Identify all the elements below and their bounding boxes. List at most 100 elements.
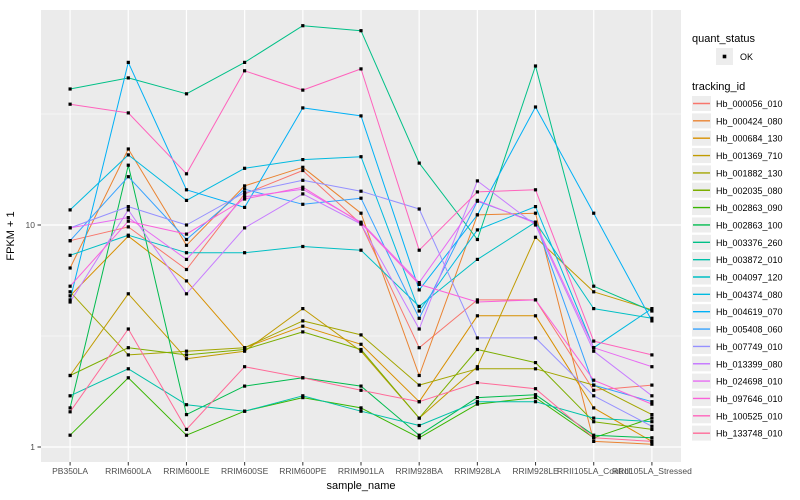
legend-label-Hb_005408_060: Hb_005408_060	[716, 325, 783, 335]
data-point-Hb_000424_080	[126, 147, 130, 151]
data-point-Hb_013399_080	[475, 179, 479, 183]
data-point-Hb_000424_080	[243, 184, 247, 188]
data-point-Hb_003872_010	[243, 409, 247, 413]
data-point-Hb_097646_010	[475, 300, 479, 304]
x-tick-label: RRII105LA_Control	[557, 466, 631, 476]
data-point-Hb_000424_080	[650, 442, 654, 446]
legend-label-ok: OK	[740, 52, 753, 62]
data-point-Hb_001882_130	[184, 349, 189, 353]
data-point-Hb_097646_010	[592, 378, 596, 382]
legend-label-Hb_003376_260: Hb_003376_260	[716, 238, 783, 248]
data-point-Hb_004097_120	[68, 253, 72, 257]
legend-label-Hb_004097_120: Hb_004097_120	[716, 273, 783, 283]
legend-label-Hb_133748_010: Hb_133748_010	[716, 429, 783, 439]
data-point-Hb_007749_010	[126, 205, 130, 209]
data-point-Hb_001369_710	[243, 349, 247, 353]
data-point-Hb_024698_010	[184, 257, 189, 261]
data-point-Hb_003872_010	[126, 367, 130, 371]
data-point-Hb_001882_130	[475, 367, 479, 371]
data-point-Hb_003376_260	[650, 309, 654, 313]
data-point-Hb_004619_070	[533, 105, 538, 109]
data-point-Hb_013399_080	[184, 292, 189, 296]
data-point-Hb_001369_710	[184, 357, 189, 361]
data-point-Hb_000056_010	[417, 346, 421, 350]
x-tick-label: RRIM928BA	[396, 466, 444, 476]
data-point-Hb_007749_010	[417, 207, 421, 211]
data-point-Hb_100525_010	[592, 339, 596, 343]
x-tick-label: RRIM928LE	[512, 466, 559, 476]
data-point-Hb_002863_090	[475, 402, 479, 406]
data-point-Hb_000056_010	[126, 225, 130, 229]
data-point-Hb_001369_710	[301, 307, 305, 311]
data-point-Hb_005408_060	[650, 400, 654, 404]
legend-label-Hb_004374_080: Hb_004374_080	[716, 290, 783, 300]
data-point-Hb_003872_010	[533, 400, 538, 404]
y-tick-label: 1	[30, 442, 35, 452]
data-point-Hb_003376_260	[184, 92, 189, 96]
data-point-Hb_003376_260	[475, 237, 479, 242]
data-point-Hb_004374_080	[68, 208, 72, 212]
data-point-Hb_000056_010	[184, 267, 189, 272]
data-point-Hb_003376_260	[533, 64, 538, 68]
data-point-Hb_004097_120	[592, 307, 596, 311]
data-point-Hb_007749_010	[592, 394, 596, 398]
data-point-Hb_007749_010	[475, 336, 479, 340]
data-point-Hb_002035_080	[533, 361, 538, 365]
legend-label-Hb_004619_070: Hb_004619_070	[716, 307, 783, 317]
data-point-Hb_004374_080	[126, 153, 130, 157]
data-point-Hb_097646_010	[301, 185, 305, 189]
x-tick-label: RRIM600SE	[221, 466, 269, 476]
data-point-Hb_004374_080	[184, 198, 189, 202]
x-tick-label: RRIM600PE	[279, 466, 327, 476]
data-point-Hb_004619_070	[475, 213, 479, 217]
data-point-Hb_003376_260	[359, 29, 363, 33]
data-point-Hb_005408_060	[592, 383, 596, 387]
data-point-Hb_024698_010	[243, 195, 247, 199]
data-point-Hb_133748_010	[650, 439, 654, 443]
data-point-Hb_024698_010	[592, 346, 596, 350]
data-point-Hb_100525_010	[475, 190, 479, 194]
data-point-Hb_005408_060	[126, 175, 130, 179]
data-point-Hb_001369_710	[359, 349, 363, 353]
data-point-Hb_100525_010	[126, 111, 130, 115]
data-point-Hb_002863_090	[417, 436, 421, 440]
data-point-Hb_007749_010	[243, 191, 247, 195]
data-point-Hb_003872_010	[359, 409, 363, 413]
legend-label-Hb_002863_100: Hb_002863_100	[716, 220, 783, 230]
data-point-Hb_001882_130	[533, 367, 538, 371]
data-point-Hb_004097_120	[475, 257, 479, 261]
data-point-Hb_133748_010	[68, 410, 72, 414]
data-point-Hb_100525_010	[301, 88, 305, 92]
data-point-Hb_002863_100	[475, 396, 479, 400]
data-point-Hb_004097_120	[301, 244, 305, 249]
data-point-Hb_013399_080	[301, 192, 305, 196]
data-point-Hb_000684_130	[68, 294, 72, 298]
data-point-Hb_001882_130	[417, 383, 421, 387]
data-point-Hb_013399_080	[592, 349, 596, 353]
data-point-Hb_000684_130	[301, 324, 305, 328]
legend-title-quant-status: quant_status	[692, 33, 755, 45]
data-point-Hb_000424_080	[184, 243, 189, 247]
data-point-Hb_001882_130	[650, 413, 654, 417]
legend-ok-point-icon	[722, 54, 727, 59]
data-point-Hb_002863_090	[68, 433, 72, 437]
data-point-Hb_002035_080	[301, 330, 305, 334]
data-point-Hb_003872_010	[475, 400, 479, 404]
data-point-Hb_002035_080	[359, 347, 363, 352]
data-point-Hb_002863_090	[533, 396, 538, 400]
x-tick-label: PB350LA	[52, 466, 88, 476]
x-tick-label: RRIM600LA	[105, 466, 152, 476]
data-point-Hb_004097_120	[417, 304, 421, 308]
data-point-Hb_097646_010	[533, 298, 538, 302]
data-point-Hb_000056_010	[592, 388, 596, 392]
data-point-Hb_001882_130	[359, 333, 363, 337]
legend-title-tracking-id: tracking_id	[692, 81, 745, 93]
data-point-Hb_004097_120	[184, 251, 189, 255]
data-point-Hb_004619_070	[126, 60, 130, 64]
data-point-Hb_133748_010	[126, 327, 130, 331]
data-point-Hb_000424_080	[359, 211, 363, 215]
data-point-Hb_100525_010	[243, 69, 247, 73]
data-point-Hb_100525_010	[184, 172, 189, 176]
data-point-Hb_001882_130	[243, 346, 247, 350]
